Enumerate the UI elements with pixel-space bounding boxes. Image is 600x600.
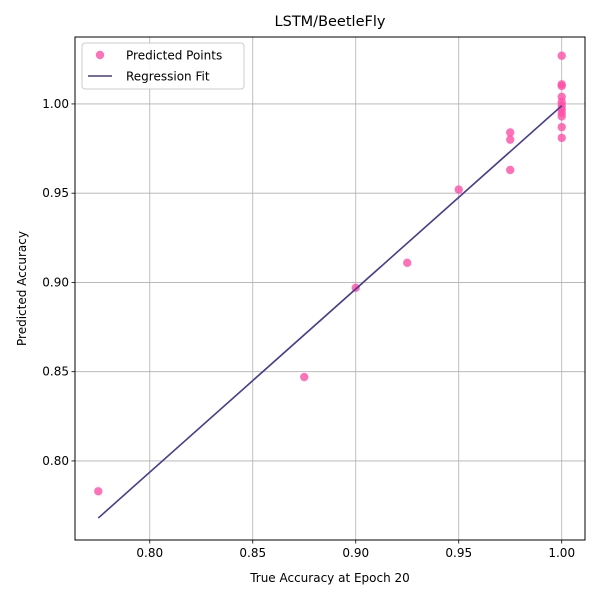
legend-label-predicted-points: Predicted Points: [126, 49, 222, 63]
y-tick-label: 0.85: [42, 365, 69, 379]
data-point: [506, 128, 515, 137]
legend-box: [81, 42, 245, 90]
y-tick-label: 0.90: [42, 275, 69, 289]
x-axis-label: True Accuracy at Epoch 20: [249, 571, 410, 585]
plot-frame: [74, 36, 586, 541]
x-tick-label: 1.00: [548, 546, 575, 560]
data-point: [557, 133, 566, 143]
regression-line: [97, 105, 563, 519]
data-point: [557, 51, 566, 60]
tick-layer: 0.80 0.85 0.90 0.95 1.00 0.80 0.85 0.90 0.95 1.00: [42, 97, 575, 560]
data-point: [557, 112, 566, 121]
y-tick-label: 1.00: [42, 97, 69, 111]
data-point: [506, 165, 515, 175]
data-point: [300, 372, 309, 382]
x-tick-label: 0.85: [239, 546, 266, 560]
x-tick-label: 0.90: [342, 546, 369, 560]
x-tick-label: 0.80: [136, 546, 163, 560]
y-tick-label: 0.80: [42, 454, 69, 468]
data-point: [557, 122, 566, 132]
y-tick-label: 0.95: [42, 186, 69, 200]
data-point: [403, 258, 412, 267]
x-tick-label: 0.95: [445, 546, 472, 560]
data-point: [506, 135, 515, 144]
data-point: [557, 81, 566, 91]
y-axis-label: Predicted Accuracy: [15, 231, 29, 346]
grid-layer: [75, 37, 585, 540]
legend: Predicted Points Regression Fit: [81, 42, 245, 90]
legend-marker-predicted-points: [95, 50, 105, 60]
legend-label-regression-fit: Regression Fit: [126, 70, 210, 84]
chart-title: LSTM/BeetleFly: [275, 14, 386, 30]
data-point: [94, 487, 103, 496]
data-point: [454, 185, 463, 194]
data-layer: [94, 51, 566, 519]
